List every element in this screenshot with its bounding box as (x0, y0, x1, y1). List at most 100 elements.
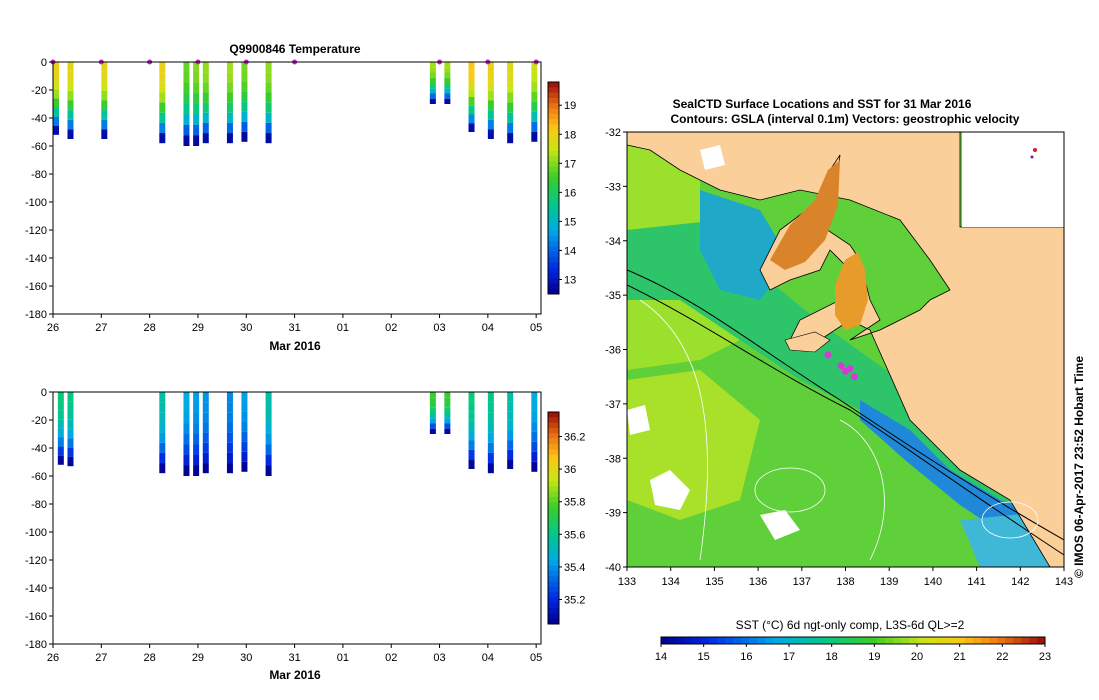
profile-cell (193, 125, 200, 136)
x-tick-label: 05 (530, 322, 542, 334)
profile-column-1 (67, 392, 74, 467)
profile-cell (429, 392, 436, 398)
y-tick-label: -60 (31, 141, 47, 153)
profile-column-5 (193, 62, 200, 146)
profile-cell (429, 397, 436, 403)
profile-cell (444, 407, 451, 413)
y-tick-label: -20 (31, 85, 47, 97)
profile-cell (202, 463, 209, 474)
profile-column-11 (468, 392, 475, 469)
map-x-tick-label: 135 (705, 576, 723, 588)
profile-cell (67, 62, 74, 72)
profile-cell (468, 88, 475, 97)
profile-cell (507, 133, 514, 144)
profile-cell (202, 432, 209, 443)
colorbar-segment (548, 108, 559, 115)
profile-cell (444, 392, 451, 398)
colorbar-segment (548, 454, 559, 461)
temperature-xlabel: Mar 2016 (269, 339, 321, 353)
profile-cell (193, 93, 200, 104)
map-cloud-mask-3 (627, 405, 650, 435)
profile-cell (202, 133, 209, 144)
colorbar-segment (548, 103, 559, 109)
profile-cell (265, 62, 272, 73)
profile-cell (226, 392, 233, 403)
map-colorbar-segment (805, 637, 814, 644)
map-colorbar: 14 15 16 17 18 19 20 21 22 23 (655, 636, 1051, 663)
colorbar-segment (548, 496, 559, 503)
colorbar-segment (548, 491, 559, 498)
profile-cell (507, 449, 514, 460)
profile-cell (507, 420, 514, 431)
temperature-panel: Q9900846 Temperature 0 -20 -40 -60 -80 -100 -1… (25, 42, 576, 353)
map-x-tick-label: 143 (1055, 576, 1073, 588)
profile-cell (53, 107, 59, 117)
x-tick-label: 28 (144, 652, 156, 664)
profile-column-8 (265, 392, 272, 476)
profile-cell (159, 102, 166, 113)
colorbar-segment (548, 576, 559, 583)
x-tick-label: 05 (530, 652, 542, 664)
colorbar-segment (548, 177, 559, 184)
map-colorbar-frame (660, 636, 1046, 645)
profile-cell (101, 62, 108, 72)
colorbar-segment (548, 113, 559, 120)
salinity-xlabel: Mar 2016 (269, 668, 321, 682)
salinity-plot-area (57, 392, 538, 476)
profile-cell (444, 402, 451, 408)
profile-cell (531, 71, 538, 82)
profile-cell (444, 428, 451, 434)
colorbar-segment (548, 97, 559, 104)
profile-cell (241, 451, 248, 462)
profile-column-7 (226, 62, 233, 144)
profile-cell (487, 71, 494, 82)
profile-cell (159, 122, 166, 134)
profile-cell (159, 442, 166, 453)
colorbar-segment (548, 549, 559, 556)
profile-cell (57, 392, 64, 402)
profile-cell (468, 449, 475, 460)
map-x-tick-label: 142 (1011, 576, 1029, 588)
map-x-tick-label: 136 (749, 576, 767, 588)
colorbar-segment (548, 571, 559, 577)
profile-cell (429, 83, 436, 89)
profile-column-0 (57, 392, 64, 465)
profile-cell (429, 413, 436, 419)
map-colorbar-segment (989, 637, 998, 644)
profile-cell (57, 437, 64, 447)
profile-cell (202, 422, 209, 433)
profile-cell (487, 392, 494, 403)
colorbar-segment (548, 251, 559, 258)
profile-cell (241, 91, 248, 102)
map-colorbar-segment (909, 637, 918, 644)
x-tick-label: 02 (385, 652, 397, 664)
profile-cell (468, 392, 475, 402)
profile-cell (468, 114, 475, 124)
map-colorbar-segment (709, 637, 718, 644)
colorbar-segment (548, 613, 559, 620)
profile-cell (241, 101, 248, 112)
profile-column-2 (159, 392, 166, 474)
y-tick-label: -120 (25, 225, 47, 237)
profile-cell (101, 90, 108, 101)
profile-cell (226, 102, 233, 113)
map-x-tick-label: 138 (836, 576, 854, 588)
map-y-tick-label: -39 (605, 508, 621, 520)
colorbar-tick-label: 35.8 (564, 497, 585, 509)
profile-cell (241, 411, 248, 422)
colorbar-segment (548, 486, 559, 492)
map-x-tick-label: 139 (880, 576, 898, 588)
profile-cell (101, 71, 108, 82)
colorbar-segment (548, 219, 559, 226)
map-colorbar-segment (965, 637, 974, 644)
profile-cell (241, 71, 248, 82)
colorbar-tick-label: 13 (564, 274, 576, 286)
profile-cell (531, 431, 538, 442)
map-x-axis: 133 134 135 136 137 138 139 140 141 142 143 (618, 567, 1073, 588)
profile-cell (507, 72, 514, 83)
map-y-tick-label: -33 (605, 181, 621, 193)
profile-cell (202, 92, 209, 103)
map-colorbar-segment (957, 637, 966, 644)
profile-column-13 (507, 392, 514, 469)
profile-cell (226, 122, 233, 134)
